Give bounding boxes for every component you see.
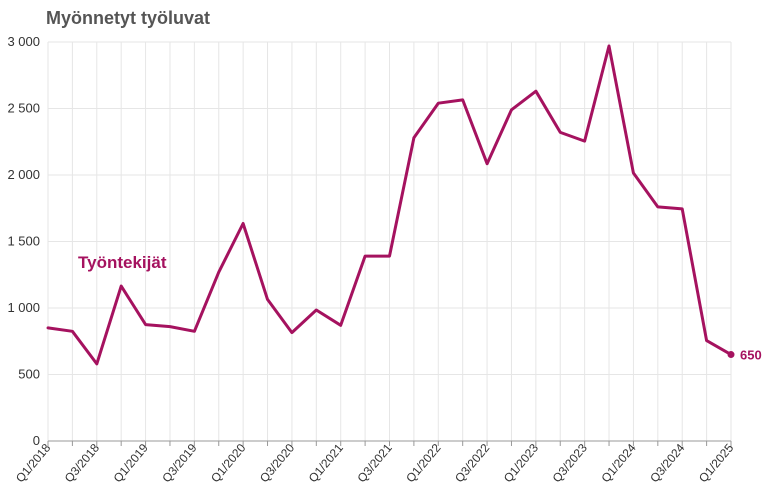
series-label: Työntekijät [78, 253, 167, 272]
x-tick-label: Q1/2023 [501, 441, 542, 486]
y-tick-label: 3 000 [7, 34, 40, 49]
y-tick-label: 500 [18, 367, 40, 382]
x-tick-label: Q3/2020 [257, 441, 298, 486]
chart-title: Myönnetyt työluvat [46, 8, 211, 28]
end-point-marker [727, 351, 735, 359]
y-tick-label: 1 500 [7, 234, 40, 249]
x-tick-label: Q1/2020 [208, 441, 249, 486]
end-point-label: 650 [740, 348, 762, 363]
x-tick-label: Q3/2024 [647, 441, 688, 486]
x-tick-label: Q3/2019 [159, 441, 200, 486]
y-tick-label: 0 [33, 433, 40, 448]
x-tick-label: Q1/2022 [403, 441, 444, 486]
x-tick-label: Q3/2018 [62, 441, 103, 486]
series-line [46, 44, 733, 366]
x-tick-label: Q1/2021 [306, 441, 347, 486]
y-tick-label: 1 000 [7, 300, 40, 315]
y-tick-label: 2 500 [7, 101, 40, 116]
x-tick-label: Q1/2019 [111, 441, 152, 486]
y-tick-label: 2 000 [7, 167, 40, 182]
x-tick-label: Q1/2025 [696, 441, 737, 486]
x-tick-label: Q3/2021 [354, 441, 395, 486]
x-tick-label: Q1/2024 [598, 441, 639, 486]
x-tick-label: Q3/2022 [452, 441, 493, 486]
x-tick-label: Q3/2023 [550, 441, 591, 486]
